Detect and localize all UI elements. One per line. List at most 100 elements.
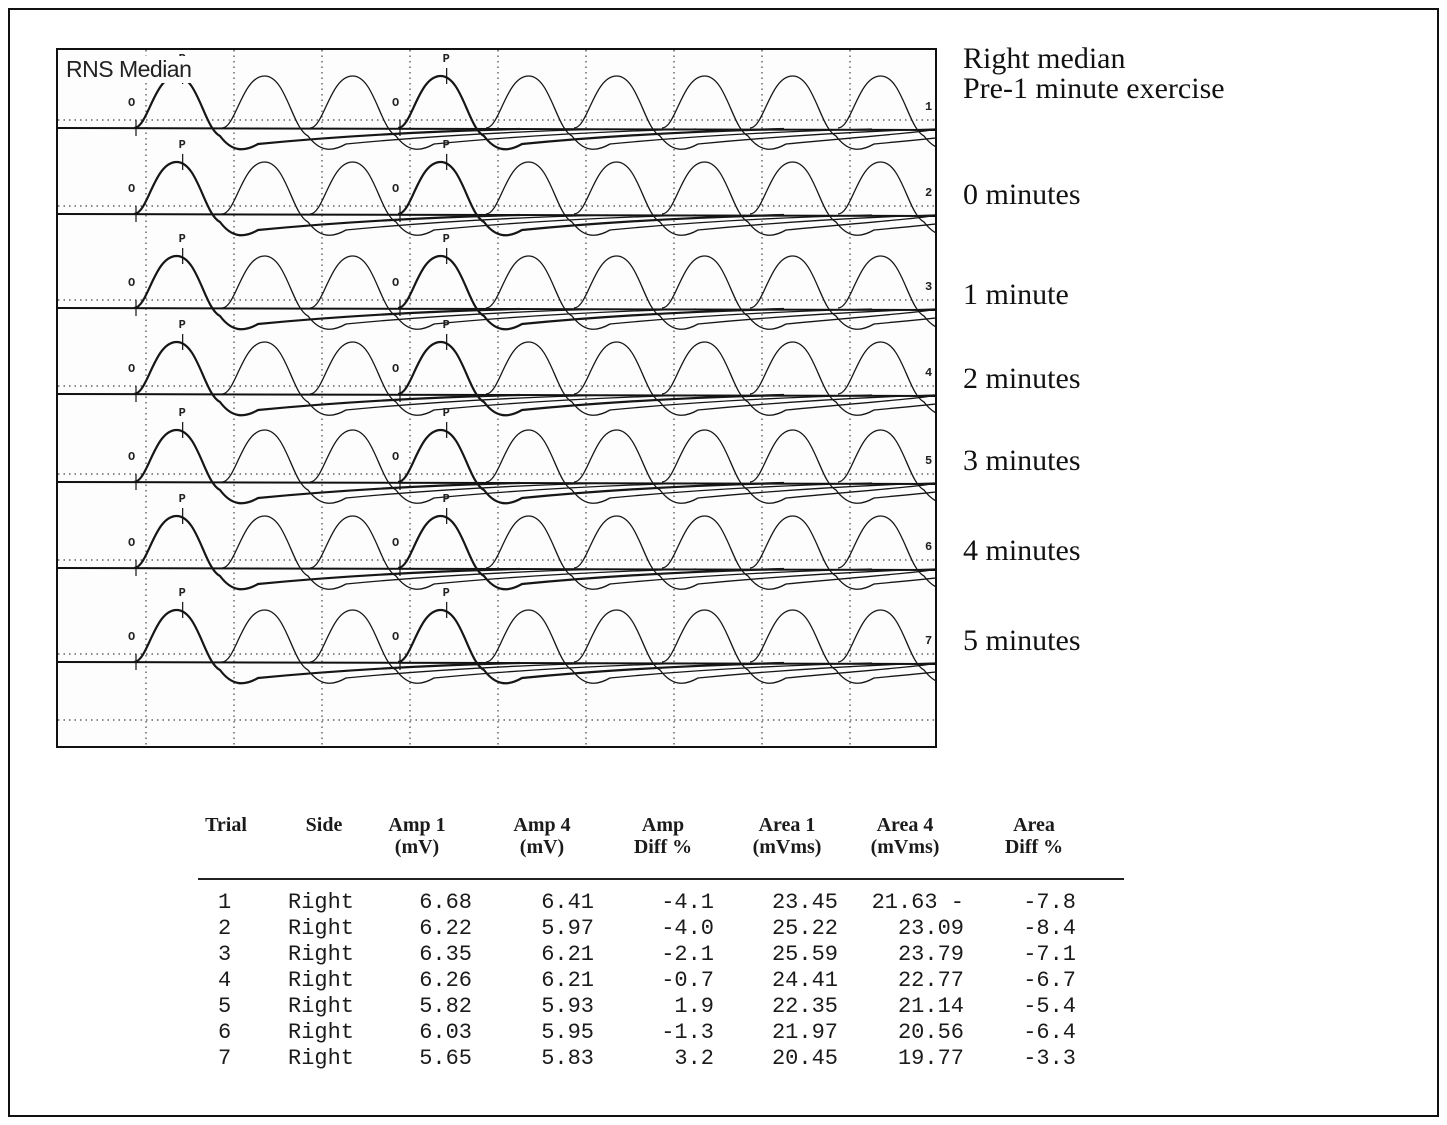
table-cell: -6.4 (1023, 1020, 1076, 1045)
trace-response (221, 341, 609, 416)
peak-marker: P (443, 492, 450, 506)
table-cell: -7.1 (1023, 942, 1076, 967)
peak-marker: P (443, 318, 450, 332)
trace-label: Pre-1 minute exercise (963, 72, 1225, 105)
table-cell: Right (288, 890, 355, 915)
column-header: Amp 4 (mV) (472, 814, 612, 858)
trace-number: 7 (925, 634, 932, 648)
peak-marker: P (443, 138, 450, 152)
trace-response (661, 429, 935, 504)
table-cell: 6.35 (419, 942, 472, 967)
table-cell: 5.93 (541, 994, 594, 1019)
table-cell: 25.59 (771, 942, 838, 967)
table-cell: 6.21 (541, 942, 594, 967)
plot-title: RNS Median (64, 56, 194, 83)
table-cell: 22.35 (771, 994, 838, 1019)
table-cell: 23.09 (897, 916, 964, 941)
trace-response (573, 429, 935, 504)
peak-marker: P (179, 232, 186, 246)
table-cell: 19.77 (897, 1046, 964, 1071)
trace-response (749, 515, 935, 590)
trace-response (133, 608, 521, 685)
trace-response (221, 429, 609, 504)
table-cell: 6.21 (541, 968, 594, 993)
onset-marker: O (392, 362, 399, 376)
column-header-line: (mV) (394, 836, 440, 858)
trace-response (221, 161, 609, 236)
peak-marker: P (443, 232, 450, 246)
onset-marker: O (128, 630, 135, 644)
trace-response (749, 255, 935, 330)
trace-response (485, 75, 873, 150)
table-cell: 6.68 (419, 890, 472, 915)
table-cell: 21.97 (771, 1020, 838, 1045)
table-cell: -0.7 (661, 968, 714, 993)
table-cell: 2 (218, 916, 232, 941)
column-header-line: Area 1 (758, 814, 816, 836)
trace-response (397, 514, 785, 591)
trace-response (749, 609, 935, 684)
trace-response (221, 609, 609, 684)
table-cell: 3.2 (674, 1046, 714, 1071)
trace-response (661, 161, 935, 236)
trace-label: 5 minutes (963, 624, 1081, 657)
table-cell: Right (288, 968, 355, 993)
column-header: Amp Diff % (593, 814, 733, 858)
trace-response (133, 254, 521, 331)
trace-response (397, 340, 785, 417)
figure-frame: OPOP1OPOP2OPOP3OPOP4OPOP5OPOP6OPOP7 RNS … (8, 8, 1439, 1117)
trace-response (133, 74, 521, 151)
column-header-line: Trial (205, 814, 247, 836)
onset-marker: O (128, 276, 135, 290)
table-cell: Right (288, 994, 355, 1019)
column-header: Area Diff % (964, 814, 1104, 858)
table-cell: -2.1 (661, 942, 714, 967)
trace-response (749, 341, 935, 416)
header-rule (198, 878, 1124, 880)
waveform-svg: OPOP1OPOP2OPOP3OPOP4OPOP5OPOP6OPOP7 (58, 50, 935, 746)
column-header-line: (mV) (519, 836, 565, 858)
table-cell: 5.83 (541, 1046, 594, 1071)
trace-response (133, 160, 521, 237)
onset-marker: O (128, 182, 135, 196)
onset-marker: O (392, 450, 399, 464)
trace-label: Right median (963, 42, 1126, 75)
trace-number: 3 (925, 280, 932, 294)
trace-response (661, 75, 935, 150)
column-header-line: Area 4 (876, 814, 934, 836)
trace-response (221, 75, 609, 150)
column-header-line: Diff % (633, 836, 693, 858)
trace-response (837, 75, 935, 147)
table-cell: 6.26 (419, 968, 472, 993)
trace-number: 4 (925, 366, 932, 380)
table-cell: Right (288, 1020, 355, 1045)
onset-marker: O (392, 182, 399, 196)
trace-response (573, 515, 935, 590)
table-cell: 24.41 (771, 968, 838, 993)
peak-marker: P (179, 586, 186, 600)
onset-marker: O (392, 276, 399, 290)
trace-response (573, 609, 935, 684)
onset-marker: O (128, 536, 135, 550)
trace-response (485, 609, 873, 684)
trace-label: 2 minutes (963, 362, 1081, 395)
table-cell: -6.7 (1023, 968, 1076, 993)
trace-label: 0 minutes (963, 178, 1081, 211)
trace-response (221, 255, 609, 330)
trace-response (309, 75, 697, 150)
table-cell: Right (288, 1046, 355, 1071)
table-cell: 5.82 (419, 994, 472, 1019)
table-cell: 6 (218, 1020, 232, 1045)
trace-response (661, 609, 935, 684)
trace-number: 5 (925, 454, 932, 468)
table-cell: -7.8 (1023, 890, 1076, 915)
trace-response (485, 161, 873, 236)
trace-response (661, 341, 935, 416)
trace-response (573, 161, 935, 236)
table-cell: 22.77 (897, 968, 964, 993)
trace-label: 1 minute (963, 278, 1069, 311)
column-header-line: Amp 1 (388, 814, 446, 836)
column-header-line: (mVms) (870, 836, 940, 858)
table-cell: 25.22 (771, 916, 838, 941)
trace-response (309, 341, 697, 416)
